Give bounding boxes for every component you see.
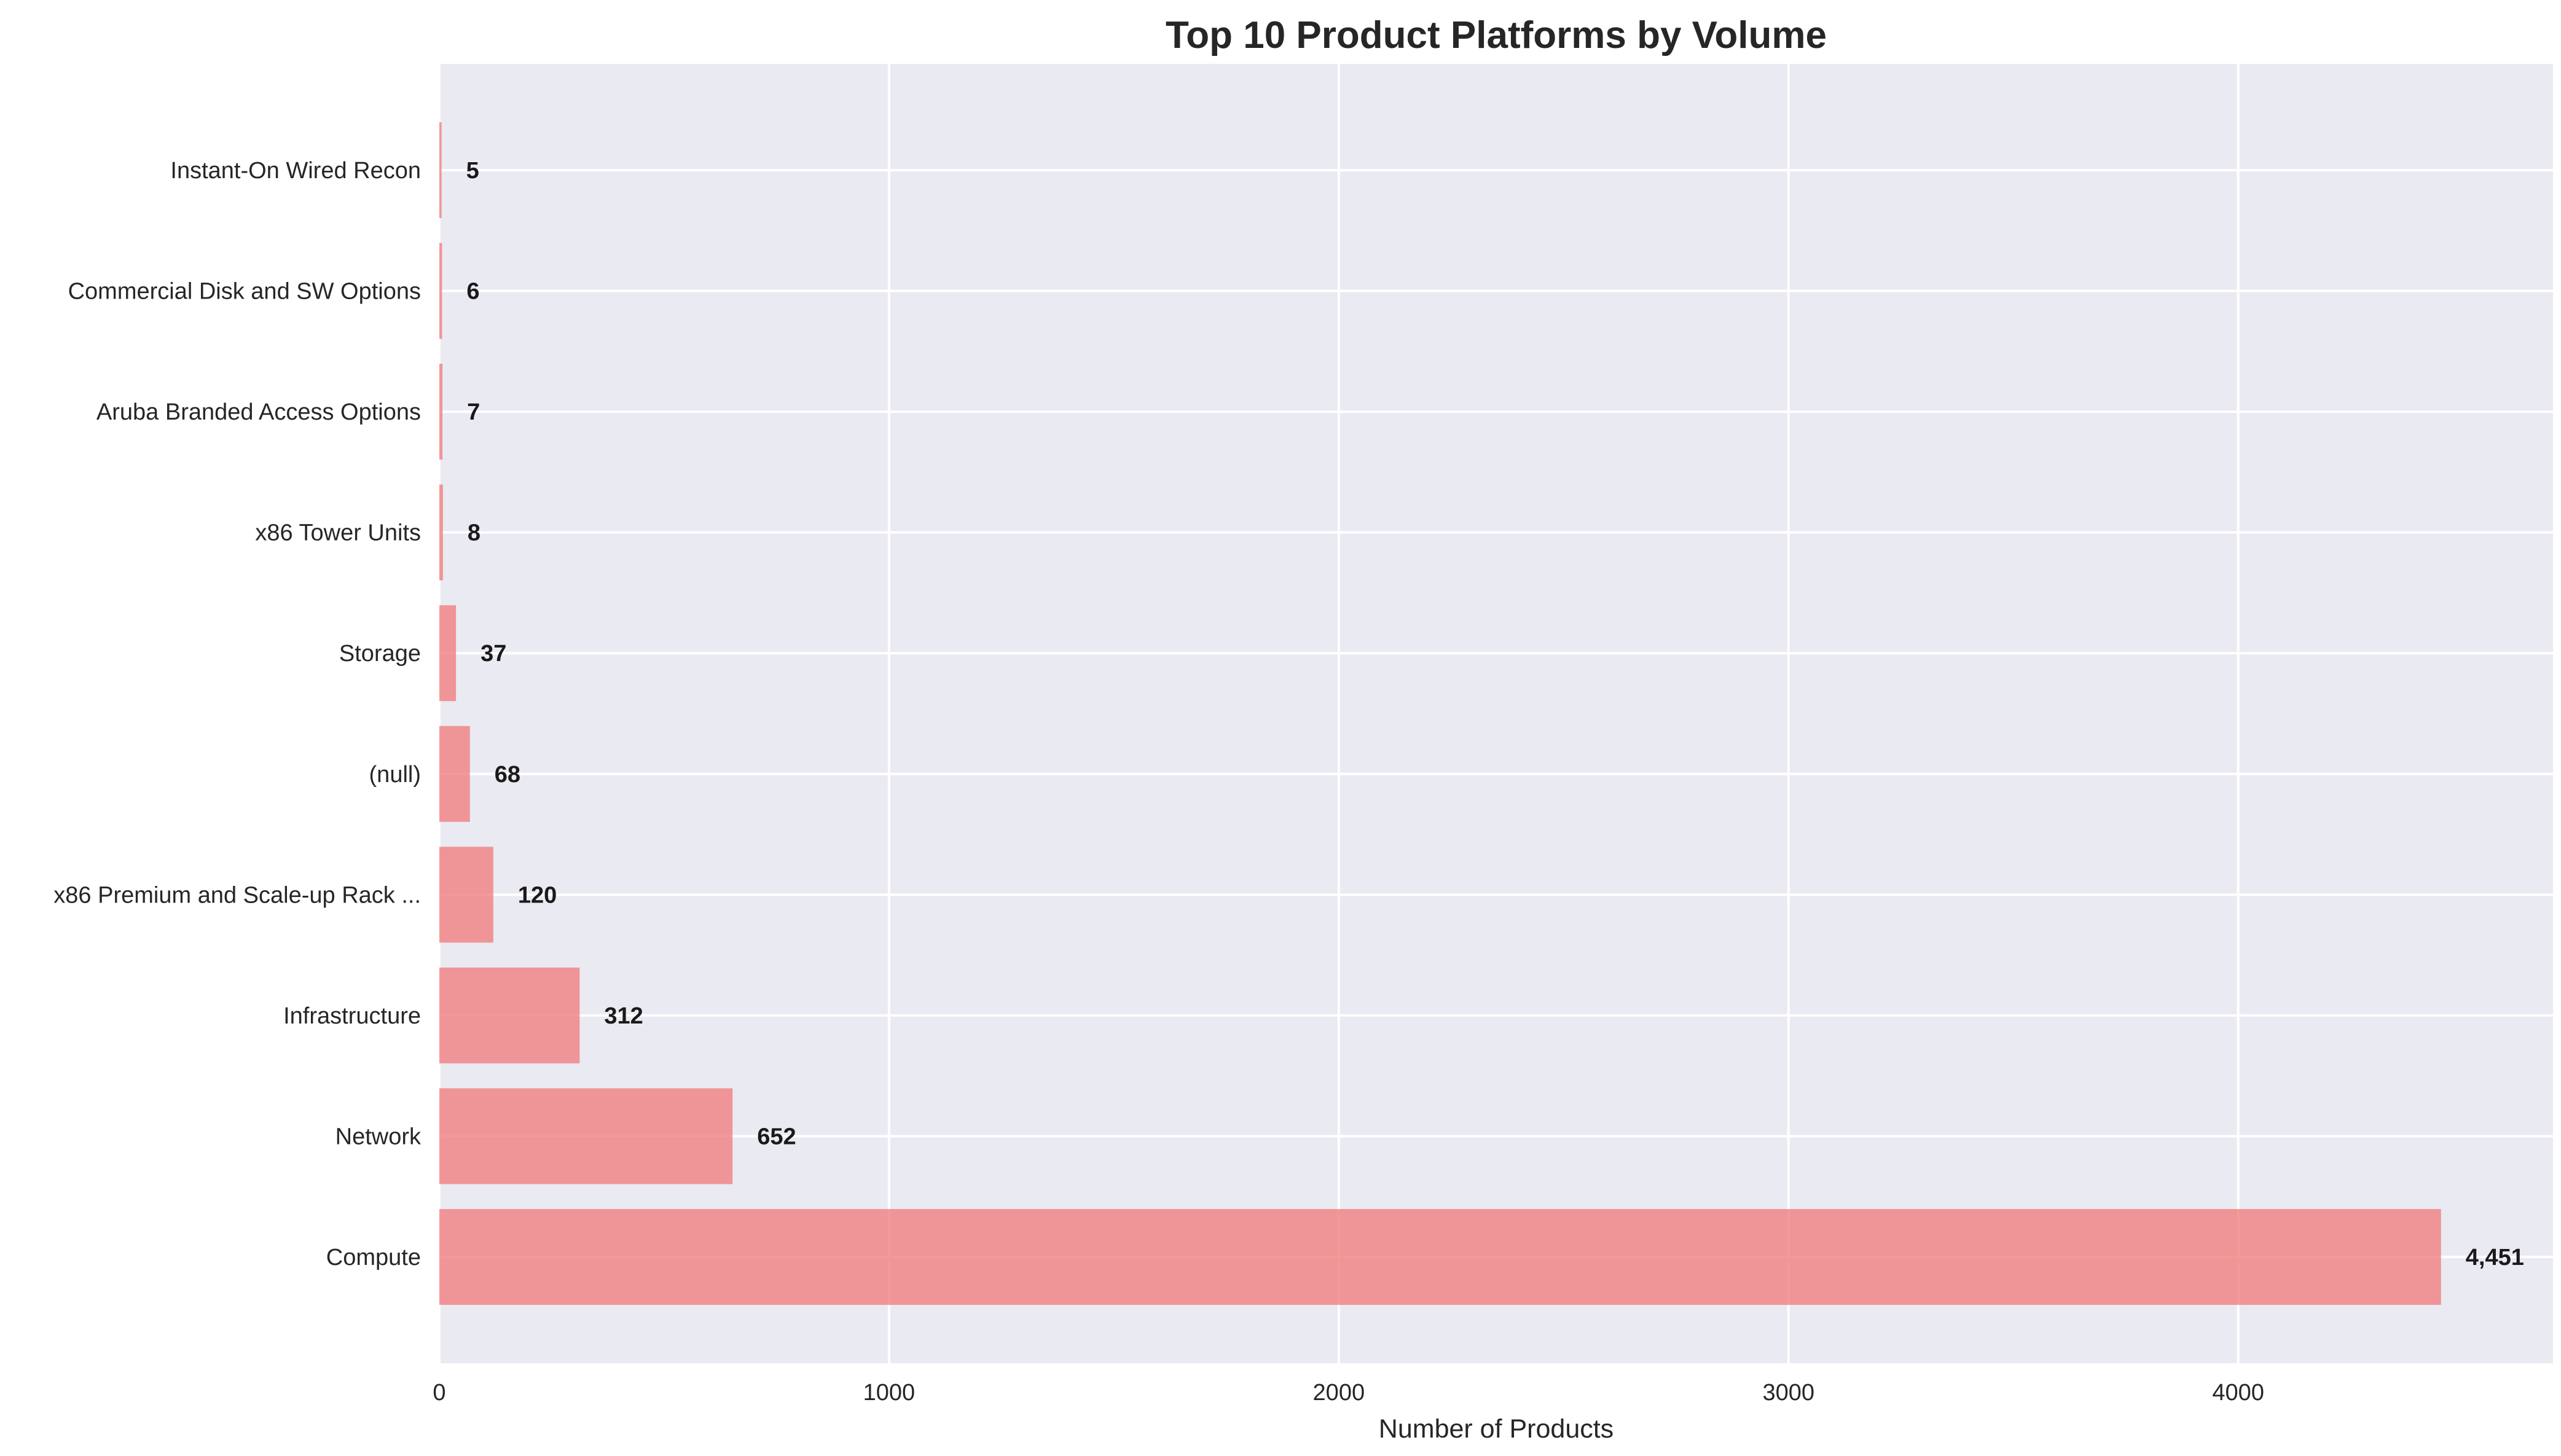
x-tick-label: 2000: [1313, 1380, 1365, 1406]
bar-value-label: 120: [518, 882, 557, 908]
x-tick-label: 3000: [1762, 1380, 1814, 1406]
bar-value-label: 8: [468, 520, 480, 546]
bar-value-label: 37: [480, 641, 506, 667]
chart-title: Top 10 Product Platforms by Volume: [1166, 14, 1827, 57]
bar: [439, 243, 442, 339]
bar: [439, 967, 580, 1063]
bar-value-label: 68: [495, 762, 520, 788]
x-tick-labels: 0 1000 2000 3000 4000: [433, 1380, 2264, 1406]
plot-background: [439, 64, 2553, 1363]
bar-value-label: 652: [757, 1124, 796, 1149]
bars: [439, 122, 2441, 1305]
category-label: Aruba Branded Access Options: [96, 399, 421, 425]
category-label: Compute: [326, 1245, 421, 1270]
bar: [439, 1209, 2441, 1305]
bar: [439, 726, 470, 822]
category-label: x86 Tower Units: [255, 520, 421, 546]
bar: [439, 122, 442, 218]
x-axis-label: Number of Products: [1379, 1414, 1614, 1444]
x-tick-label: 4000: [2212, 1380, 2264, 1406]
category-label: x86 Premium and Scale-up Rack ...: [53, 882, 421, 908]
category-label: (null): [369, 762, 421, 788]
category-label: Commercial Disk and SW Options: [68, 279, 421, 305]
bar: [439, 364, 443, 460]
bar-value-label: 6: [466, 279, 479, 305]
bar-value-label: 7: [467, 399, 480, 425]
category-label: Instant-On Wired Recon: [170, 158, 421, 184]
bar: [439, 847, 493, 943]
value-labels: 4,451 652 312 120 68 37 8 7 6 5: [466, 158, 2524, 1270]
category-label: Network: [335, 1124, 422, 1149]
category-labels: Compute Network Infrastructure x86 Premium …: [53, 158, 422, 1270]
bar-value-label: 312: [604, 1003, 643, 1029]
x-tick-label: 0: [433, 1380, 445, 1406]
category-label: Infrastructure: [283, 1003, 421, 1029]
bar: [439, 484, 443, 581]
bar-value-label: 4,451: [2466, 1245, 2524, 1270]
x-tick-label: 1000: [863, 1380, 916, 1406]
bar-value-label: 5: [466, 158, 479, 184]
category-label: Storage: [339, 641, 421, 667]
bar: [439, 605, 457, 702]
bar: [439, 1088, 733, 1184]
